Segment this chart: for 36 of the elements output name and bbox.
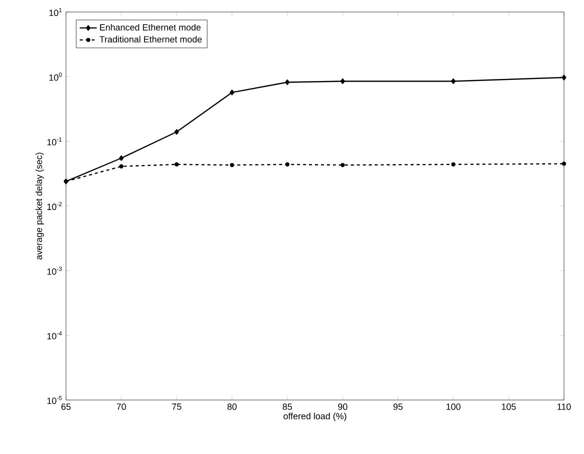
x-tick-label: 80 — [227, 404, 237, 410]
x-tick-label: 105 — [502, 404, 516, 410]
point — [451, 78, 456, 84]
point — [174, 129, 179, 135]
x-tick-label: 65 — [61, 404, 71, 410]
y-tick-label: 10$^{-3}$ — [47, 266, 62, 275]
point — [230, 90, 234, 96]
x-tick-label: 85 — [282, 404, 292, 410]
y-tick-label: 10$^{-2}$ — [47, 202, 62, 210]
x-tick-label: 70 — [116, 404, 126, 410]
y-tick-label: 10$^{-4}$ — [47, 331, 62, 340]
x-axis-title: offered load (%) — [284, 412, 346, 422]
point — [451, 162, 456, 166]
point — [340, 162, 345, 168]
x-tick-label: 90 — [338, 404, 348, 410]
x-tick-label: 100 — [446, 404, 460, 410]
point — [64, 179, 68, 184]
legend-label: Enhanced Ethernet mode — [100, 24, 201, 31]
legend-label: Traditional Ethernet mode — [100, 36, 202, 43]
point — [119, 155, 124, 161]
x-tick-label: 110 — [558, 404, 571, 410]
point — [562, 162, 566, 166]
point — [230, 162, 234, 168]
point — [174, 162, 179, 166]
y-axis-title: average packet delay (sec) — [35, 152, 44, 260]
y-tick-label: 10$^{0}$ — [49, 72, 62, 81]
y-tick-label: 10$^{1}$ — [49, 8, 62, 16]
y-tick-label: 10$^{-5}$ — [47, 396, 62, 404]
point — [562, 74, 566, 80]
x-tick-label: 95 — [393, 404, 403, 410]
y-tick-label: 10$^{-1}$ — [47, 137, 62, 146]
point — [285, 162, 290, 166]
point — [285, 79, 290, 86]
point — [119, 164, 124, 168]
point — [340, 78, 345, 84]
x-tick-label: 75 — [172, 404, 182, 410]
